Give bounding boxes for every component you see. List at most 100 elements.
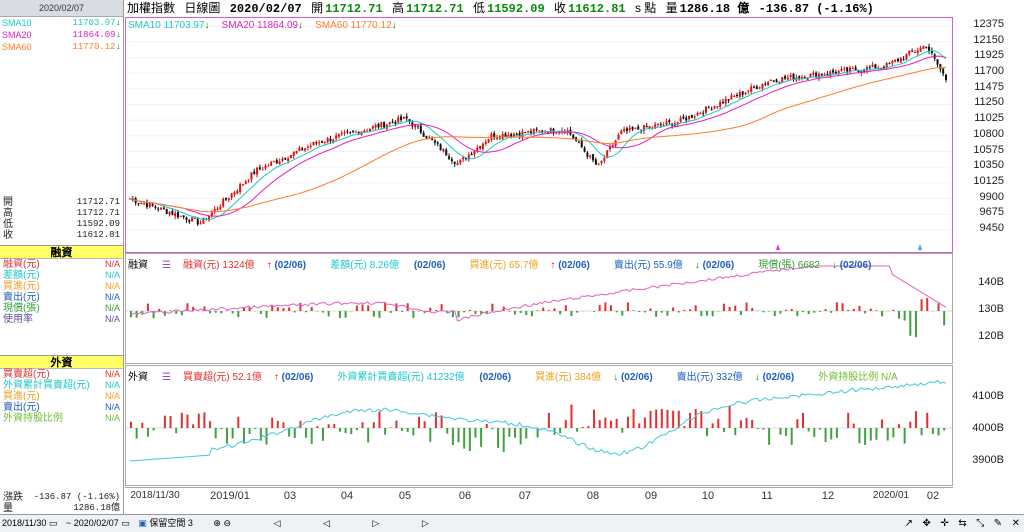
sma-list: SMA10 11703.97↓ SMA20 11864.09↓ SMA60 11770.1… xyxy=(0,17,123,53)
sidebar-sma-row: SMA20 11864.09↓ xyxy=(0,29,123,41)
sma-line xyxy=(129,55,947,217)
change-row: 漲跌 -136.87 (-1.16%) xyxy=(0,492,123,503)
keep-space-control[interactable]: ▣ 保留空間 3 xyxy=(138,515,193,532)
legend-item: 差額(元) 8.26億 (02/06) xyxy=(330,260,446,271)
ohlc-label: 收 xyxy=(3,230,13,241)
x-tick-label: 04 xyxy=(340,490,354,502)
ohlc-list: 開 11712.71 高 11712.71 低 11592.09 收 11612.81 xyxy=(0,197,123,241)
indicator-value: N/A xyxy=(104,413,120,423)
y-tick-label: 12150 xyxy=(973,33,1004,46)
scroll-last-icon[interactable]: ▷ xyxy=(421,518,429,528)
x-tick-label: 2019/01 xyxy=(210,490,250,502)
legend-sma: SMA10 11703.97↓ xyxy=(128,20,210,31)
indicator-value: N/A xyxy=(104,303,120,313)
ohlc-row: 開 11712.71 xyxy=(0,197,123,208)
sidebar-sma-row: SMA60 11770.12↓ xyxy=(0,41,123,53)
indicator-label: 買賣超(元) xyxy=(3,369,50,380)
scroll-first-icon[interactable]: ◁ xyxy=(273,518,281,528)
open-value: 11712.71 xyxy=(325,2,383,16)
end-date-field[interactable]: ~ 2020/02/07 ▭ xyxy=(65,518,130,528)
change-label: 漲跌 xyxy=(3,492,23,503)
period-label: 日線圖 xyxy=(184,1,221,15)
ohlc-value: 11712.71 xyxy=(76,197,120,207)
table-icon[interactable]: ☰ xyxy=(162,260,171,271)
y-tick-label: 10800 xyxy=(973,127,1004,140)
cursor-icon[interactable]: ✥ xyxy=(922,518,931,529)
legend-item: 融資(元) 1324億 ↑ (02/06) xyxy=(182,260,307,271)
margin-legend: 融資 ☰ 融資(元) 1324億 ↑ (02/06) 差額(元) 8.26億 (02/0… xyxy=(128,256,895,271)
indicator-label: 買進(元) xyxy=(3,281,40,292)
foreign-list: 買賣超(元) N/A 外資累計買賣超(元) N/A 買進(元) N/A 賣出(元) N/A 外資… xyxy=(0,369,123,424)
ohlc-label: 開 xyxy=(3,197,13,208)
y-tick-label: 130B xyxy=(978,303,1004,315)
y-tick-label: 11700 xyxy=(974,65,1004,78)
y-tick-label: 4000B xyxy=(972,422,1004,434)
ohlc-label: 低 xyxy=(3,219,13,230)
volume-row: 量 1286.18億 xyxy=(0,503,123,514)
event-marker xyxy=(776,244,780,250)
arrow-up-icon: ↑ xyxy=(273,372,279,383)
arrow-down-icon: ↓ xyxy=(694,260,700,271)
close-icon[interactable]: ✕ xyxy=(1011,518,1020,529)
sma-value: 11864.09↓ xyxy=(72,30,121,40)
zoom-out-icon[interactable]: ⊖ xyxy=(223,518,231,528)
fit-icon[interactable]: ⇆ xyxy=(958,518,967,529)
ohlc-row: 低 11592.09 xyxy=(0,219,123,230)
ohlc-row: 高 11712.71 xyxy=(0,208,123,219)
legend-sma: SMA60 11770.12↓ xyxy=(315,20,397,31)
scroll-left-icon[interactable]: ◁ xyxy=(322,518,330,528)
price-chart xyxy=(126,25,952,250)
crosshair-icon[interactable]: ✛ xyxy=(940,518,949,529)
margin-chart-panel[interactable]: 融資 ☰ 融資(元) 1324億 ↑ (02/06) 差額(元) 8.26億 (02/0… xyxy=(125,253,953,364)
indicator-row: 現償(張) N/A xyxy=(0,303,123,314)
foreign-chart xyxy=(126,379,952,462)
indicator-label: 賣出(元) xyxy=(3,292,40,303)
legend-item: 賣出(元) 55.9億 ↓ (02/06) xyxy=(613,260,735,271)
arrow-down-icon: ↓ xyxy=(831,260,837,271)
quote-header: 加權指數 日線圖 2020/02/07 開 11712.71 高 11712.71 … xyxy=(125,0,1024,17)
foreign-chart-panel[interactable]: 外資 ☰ 買賣超(元) 52.1億 ↑ (02/06) 外資累計買賣超(元) 41232… xyxy=(125,365,953,486)
indicator-label: 融資(元) xyxy=(3,259,40,270)
margin-balance-line xyxy=(130,265,947,322)
legend-item: 賣出(元) 332億 ↓ (02/06) xyxy=(676,372,795,383)
indicator-row: 買進(元) N/A xyxy=(0,391,123,402)
arrow-down-icon: ↓ xyxy=(115,18,121,28)
arrow-down-icon: ↓ xyxy=(754,372,760,383)
y-tick-label: 3900B xyxy=(972,454,1004,466)
sma-label: SMA20 xyxy=(2,30,32,40)
start-date-field[interactable]: 2018/11/30 ▭ xyxy=(2,515,57,532)
calendar-icon[interactable]: ▭ xyxy=(121,518,130,528)
legend-item: 現償(張) 6682 ↓ (02/06) xyxy=(758,260,872,271)
x-tick-label: 08 xyxy=(586,490,600,502)
shrink-icon[interactable]: ⤡ xyxy=(976,518,985,529)
scroll-right-icon[interactable]: ▷ xyxy=(372,518,380,528)
quote-date: 2020/02/07 xyxy=(229,2,302,16)
price-chart-panel[interactable]: SMA10 11703.97↓ SMA20 11864.09↓ SMA60 1177… xyxy=(125,17,953,253)
settings-icon[interactable]: ✎ xyxy=(993,518,1003,529)
indicator-value: N/A xyxy=(104,369,120,379)
low-label: 低 xyxy=(473,1,486,15)
indicator-label: 外資累計買賣超(元) xyxy=(3,380,90,391)
indicator-label: 賣出(元) xyxy=(3,402,40,413)
zoom-in-icon[interactable]: ⊕ xyxy=(213,518,221,528)
indicator-value: N/A xyxy=(104,314,120,324)
vol-value: 1286.18 億 xyxy=(679,2,750,16)
foreign-bars xyxy=(130,404,946,452)
index-name: 加權指數 xyxy=(127,1,176,15)
end-date: 2020/02/07 xyxy=(73,518,119,528)
info-sidebar: 2020/02/07 SMA10 11703.97↓ SMA20 11864.09↓ S… xyxy=(0,0,124,532)
vol-label: 量 xyxy=(665,1,678,15)
indicator-value: N/A xyxy=(104,402,120,412)
legend-item: 買賣超(元) 52.1億 ↑ (02/06) xyxy=(182,372,314,383)
legend-sma: SMA20 11864.09↓ xyxy=(221,20,304,31)
low-value: 11592.09 xyxy=(487,2,545,16)
draw-icon[interactable]: ↗ xyxy=(904,518,913,529)
calendar-icon[interactable]: ▭ xyxy=(48,518,58,528)
arrow-down-icon: ↓ xyxy=(298,20,304,31)
legend-item: 買進(元) 384億 ↓ (02/06) xyxy=(535,372,653,383)
table-icon[interactable]: ☰ xyxy=(162,372,171,383)
high-label: 高 xyxy=(392,1,405,15)
legend-item: 買進(元) 65.7億 ↑ (02/06) xyxy=(469,260,590,271)
margin-list: 融資(元) N/A 差額(元) N/A 買進(元) N/A 賣出(元) N/A 現償(張) N/A… xyxy=(0,259,123,325)
y-tick-label: 9900 xyxy=(979,190,1004,203)
